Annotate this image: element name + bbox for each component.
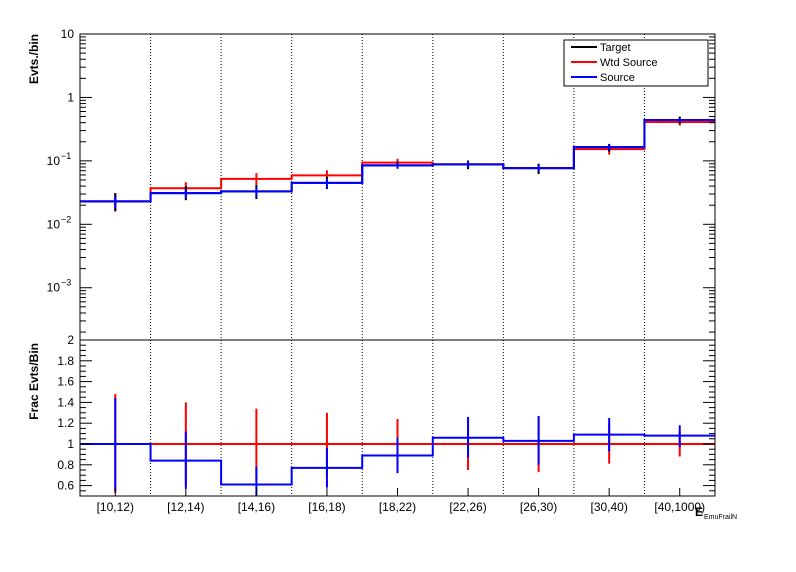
bottom-y-tick-label: 1.8 bbox=[57, 354, 74, 368]
bottom-y-tick-label: 2 bbox=[67, 333, 74, 347]
legend: Target Wtd Source Source bbox=[563, 39, 709, 87]
bottom-y-tick-label: 1.2 bbox=[57, 416, 74, 430]
x-category-label: [14,16) bbox=[238, 500, 275, 514]
x-category-label: [22,26) bbox=[449, 500, 486, 514]
top-y-tick-label: 10 bbox=[47, 154, 61, 168]
top-y-tick-label: 10 bbox=[47, 217, 61, 231]
top-y-tick-label-exponent: −2 bbox=[61, 214, 71, 224]
top-y-tick-label: 1 bbox=[67, 90, 74, 104]
x-category-label: [26,30) bbox=[520, 500, 557, 514]
bottom-y-tick-label: 0.8 bbox=[57, 458, 74, 472]
legend-wtd-source-label: Wtd Source bbox=[600, 57, 657, 69]
bottom-y-tick-label: 1.6 bbox=[57, 375, 74, 389]
x-category-label: [10,12) bbox=[97, 500, 134, 514]
x-axis-label-fragment: EmuFrailN bbox=[704, 514, 737, 521]
x-axis-label: E bbox=[695, 505, 703, 519]
top-y-axis-label: Evts./bin bbox=[27, 34, 41, 84]
top-series bbox=[80, 116, 715, 212]
bottom-y-tick-label: 1.4 bbox=[57, 395, 74, 409]
x-category-label: [12,14) bbox=[167, 500, 204, 514]
bottom-series bbox=[80, 394, 715, 496]
top-y-tick-label-exponent: −1 bbox=[61, 151, 71, 161]
x-category-label: [16,18) bbox=[308, 500, 345, 514]
bottom-y-tick-label: 1 bbox=[67, 437, 74, 451]
x-category-label: [30,40) bbox=[590, 500, 627, 514]
x-category-label: [18,22) bbox=[379, 500, 416, 514]
legend-target-label: Target bbox=[600, 42, 631, 54]
top-y-tick-label-exponent: −3 bbox=[61, 278, 71, 288]
top-y-tick-label: 10 bbox=[47, 281, 61, 295]
x-category-label: [40,1000) bbox=[654, 500, 705, 514]
legend-source-label: Source bbox=[600, 72, 635, 84]
top-y-tick-label: 10 bbox=[61, 27, 75, 41]
bottom-y-tick-label: 0.6 bbox=[57, 479, 74, 493]
bottom-y-axis-label: Frac Evts/Bin bbox=[27, 343, 41, 420]
